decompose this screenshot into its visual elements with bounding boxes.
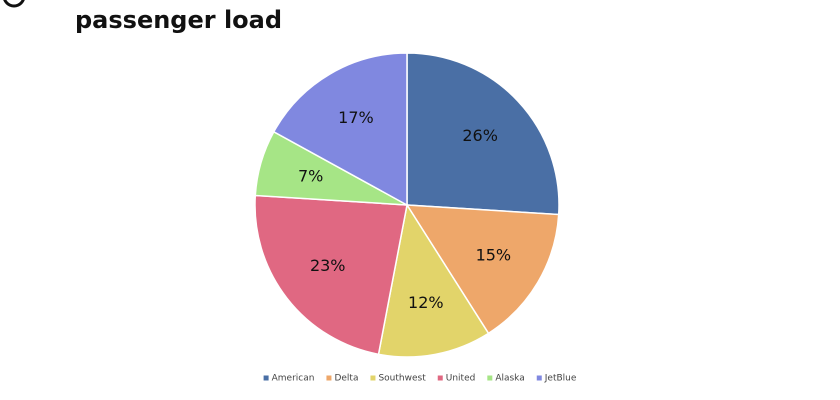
icon [3,0,25,8]
legend-swatch [536,375,542,381]
legend-swatch [437,375,443,381]
legend-item: American [263,374,315,384]
data-label: 12% [408,293,444,312]
pie-slice [377,202,490,358]
pie-slice [272,52,408,207]
legend-label: Delta [334,374,358,384]
legend-swatch [487,375,493,381]
legend-label: American [272,374,315,384]
pie: 26% 15% 12% 23% 7% 17% [254,52,560,358]
legend: American Delta Southwest United Alaska JetBlu… [263,374,577,384]
data-label: 7% [298,167,323,186]
legend-item: Southwest [370,374,426,384]
legend-label: Southwest [378,374,426,384]
pie-slice [405,204,560,335]
legend-item: United [437,374,476,384]
legend-item: Alaska [487,374,525,384]
legend-label: JetBlue [544,374,577,384]
data-label: 26% [462,126,498,145]
pie-slice [406,52,560,216]
legend-item: Delta [326,374,358,384]
legend-label: United [446,374,476,384]
legend-item: JetBlue [536,374,577,384]
data-label: 15% [476,246,512,265]
data-label: 17% [338,108,374,127]
pie-slice [254,194,408,356]
legend-label: Alaska [495,374,524,384]
legend-swatch [326,375,332,381]
legend-swatch [263,375,269,381]
chart-title: passenger load [75,6,282,34]
legend-swatch [370,375,376,381]
data-label: 23% [310,256,346,275]
